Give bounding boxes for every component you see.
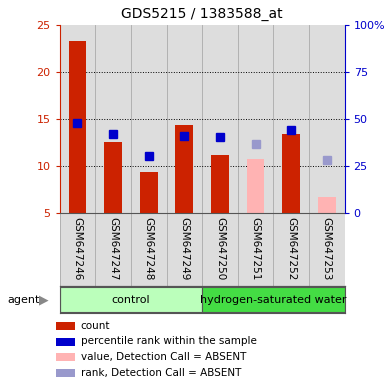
- Bar: [140, 172, 157, 213]
- Text: GSM647246: GSM647246: [72, 217, 82, 280]
- Bar: [202, 25, 238, 213]
- Text: GSM647252: GSM647252: [286, 217, 296, 280]
- Text: ▶: ▶: [39, 293, 49, 306]
- Bar: [104, 142, 122, 213]
- Bar: [211, 155, 229, 213]
- Bar: [95, 25, 131, 213]
- Text: GSM647249: GSM647249: [179, 217, 189, 280]
- Bar: [309, 25, 345, 213]
- Text: hydrogen-saturated water: hydrogen-saturated water: [200, 295, 346, 305]
- Bar: [69, 41, 86, 213]
- Bar: [176, 125, 193, 213]
- Text: GSM647251: GSM647251: [251, 217, 261, 280]
- Bar: [60, 25, 95, 213]
- Text: agent: agent: [8, 295, 40, 305]
- Text: control: control: [112, 295, 150, 305]
- Bar: [56, 322, 75, 330]
- Bar: [131, 25, 166, 213]
- Text: percentile rank within the sample: percentile rank within the sample: [81, 336, 257, 346]
- Text: GSM647250: GSM647250: [215, 217, 225, 280]
- Bar: [238, 25, 273, 213]
- Bar: [56, 353, 75, 361]
- Text: GSM647247: GSM647247: [108, 217, 118, 280]
- Bar: [247, 159, 264, 213]
- Bar: [166, 25, 202, 213]
- FancyBboxPatch shape: [60, 287, 202, 312]
- Text: GSM647253: GSM647253: [322, 217, 332, 280]
- Text: value, Detection Call = ABSENT: value, Detection Call = ABSENT: [81, 352, 246, 362]
- Bar: [273, 25, 309, 213]
- Bar: [56, 338, 75, 346]
- Bar: [56, 369, 75, 377]
- Title: GDS5215 / 1383588_at: GDS5215 / 1383588_at: [121, 7, 283, 21]
- Bar: [282, 134, 300, 213]
- FancyBboxPatch shape: [202, 287, 345, 312]
- Text: GSM647248: GSM647248: [144, 217, 154, 280]
- Text: rank, Detection Call = ABSENT: rank, Detection Call = ABSENT: [81, 367, 241, 377]
- Text: count: count: [81, 321, 110, 331]
- Bar: [318, 197, 336, 213]
